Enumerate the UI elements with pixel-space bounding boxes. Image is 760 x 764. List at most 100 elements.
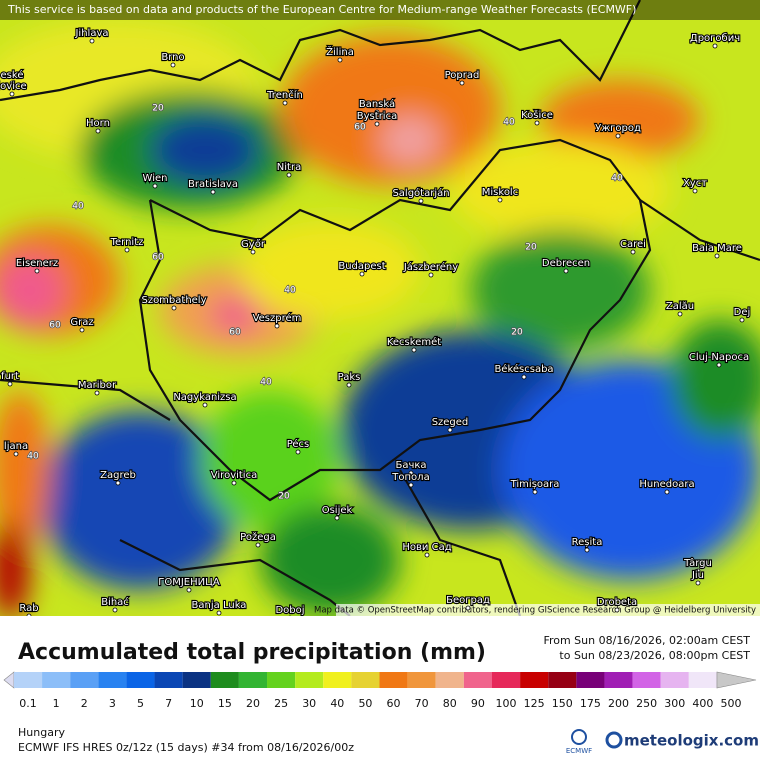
city-dot <box>664 489 670 495</box>
city-dot <box>89 38 95 44</box>
city-label: Nagykanizsa <box>173 392 236 403</box>
city-label: Békéscsaba <box>494 363 553 375</box>
city-label: Poprad <box>445 70 480 81</box>
city-dot <box>428 272 434 278</box>
city-dot <box>216 610 222 616</box>
colorbar-cell <box>407 672 436 688</box>
colorbar-arrow-right <box>716 671 757 689</box>
attribution-bg <box>336 604 760 616</box>
city-dot <box>9 80 15 86</box>
city-dot <box>614 607 620 613</box>
colorbar-cell <box>632 672 661 688</box>
attribution: Map data © OpenStreetMap contributors, r… <box>314 606 756 616</box>
city-label: eské <box>1 69 24 81</box>
colorbar-cell <box>491 672 521 688</box>
colorbar-cell <box>210 672 239 688</box>
city-label: furt <box>1 371 19 382</box>
city-label: Bihać <box>101 596 129 608</box>
city-dot <box>630 249 636 255</box>
colorbar-label: 20 <box>246 697 260 710</box>
city-dot <box>408 470 414 476</box>
period-to: to Sun 08/23/2026, 08:00pm CEST <box>559 649 750 662</box>
city-label: Žilina <box>326 45 354 58</box>
colorbar-label: 10 <box>190 697 204 710</box>
city-label: Rab <box>19 603 38 614</box>
city-dot <box>411 347 417 353</box>
city-dot <box>170 62 176 68</box>
city-label: Miskolc <box>482 187 518 198</box>
colorbar-cell <box>267 672 296 688</box>
city-dot <box>739 317 745 323</box>
city-label: ljana <box>4 441 28 452</box>
city-label: Szombathely <box>141 295 206 306</box>
city-label: Košice <box>521 109 553 121</box>
city-label: Carei <box>620 239 646 250</box>
city-dot <box>255 542 261 548</box>
colorbar-label: 200 <box>608 697 629 710</box>
city-label: Дрогобич <box>690 33 740 44</box>
city-label: Pécs <box>287 438 310 450</box>
colorbar-cell <box>351 672 380 688</box>
city-label: Horn <box>86 118 110 129</box>
city-label: Virovitica <box>211 470 257 481</box>
city-dot <box>374 109 380 115</box>
colorbar-cell <box>182 672 211 688</box>
colorbar-cell <box>520 672 549 688</box>
colorbar-label: 500 <box>721 697 742 710</box>
colorbar-label: 150 <box>552 697 573 710</box>
colorbar-label: 15 <box>218 697 232 710</box>
city-dot <box>532 489 538 495</box>
city-label: Jihlava <box>74 28 108 39</box>
city-dot <box>424 552 430 558</box>
city-dot <box>286 172 292 178</box>
city-label: Debrecen <box>542 258 590 269</box>
city-dot <box>584 547 590 553</box>
city-label: Bystrica <box>357 111 397 122</box>
city-label: Ужгород <box>595 123 641 134</box>
city-dot <box>124 247 130 253</box>
city-label: Ternitz <box>110 237 144 248</box>
contour-label: 20 <box>278 492 290 502</box>
city-dot <box>374 121 380 127</box>
meteologix-icon <box>605 731 623 749</box>
city-dot <box>692 188 698 194</box>
city-dot <box>534 120 540 126</box>
colorbar-cell <box>379 672 408 688</box>
city-label: Trenčín <box>266 89 303 101</box>
city-label: Brno <box>161 52 184 63</box>
colorbar-label: 3 <box>109 697 116 710</box>
city-label: Zagreb <box>100 470 136 481</box>
model-run: ECMWF IFS HRES 0z/12z (15 days) #34 from… <box>18 741 354 754</box>
colorbar-cell <box>295 672 324 688</box>
colorbar-label: 100 <box>496 697 517 710</box>
city-dot <box>7 381 13 387</box>
city-dot <box>695 568 701 574</box>
city-label: Banja Luka <box>192 600 247 611</box>
colorbar-cell <box>13 672 43 688</box>
city-dot <box>465 605 471 611</box>
map <box>0 0 760 616</box>
city-dot <box>716 362 722 368</box>
city-label: Bratislava <box>188 179 238 190</box>
city-label: Dej <box>734 307 751 318</box>
city-label: Doboj <box>275 605 304 616</box>
colorbar-cell <box>42 672 71 688</box>
colorbar-label: 400 <box>692 697 713 710</box>
colorbar-cell <box>126 672 155 688</box>
city-dot <box>112 607 118 613</box>
contour-label: 40 <box>503 118 515 128</box>
city-dot <box>186 587 192 593</box>
title: Accumulated total precipitation (mm) <box>18 640 486 665</box>
colorbar-label: 40 <box>330 697 344 710</box>
colorbar-cell <box>154 672 183 688</box>
colorbar-cell <box>548 672 577 688</box>
contour-label: 40 <box>284 286 296 296</box>
contour-label: 60 <box>229 328 241 338</box>
ecmwf-icon <box>571 729 587 745</box>
city-dot <box>282 100 288 106</box>
contour-labels: 20 60 40 40 40 20 60 40 60 60 20 40 40 20 <box>27 103 624 503</box>
city-dot <box>9 91 15 97</box>
city-label: Kecskemét <box>387 336 441 348</box>
colorbar-label: 5 <box>137 697 144 710</box>
